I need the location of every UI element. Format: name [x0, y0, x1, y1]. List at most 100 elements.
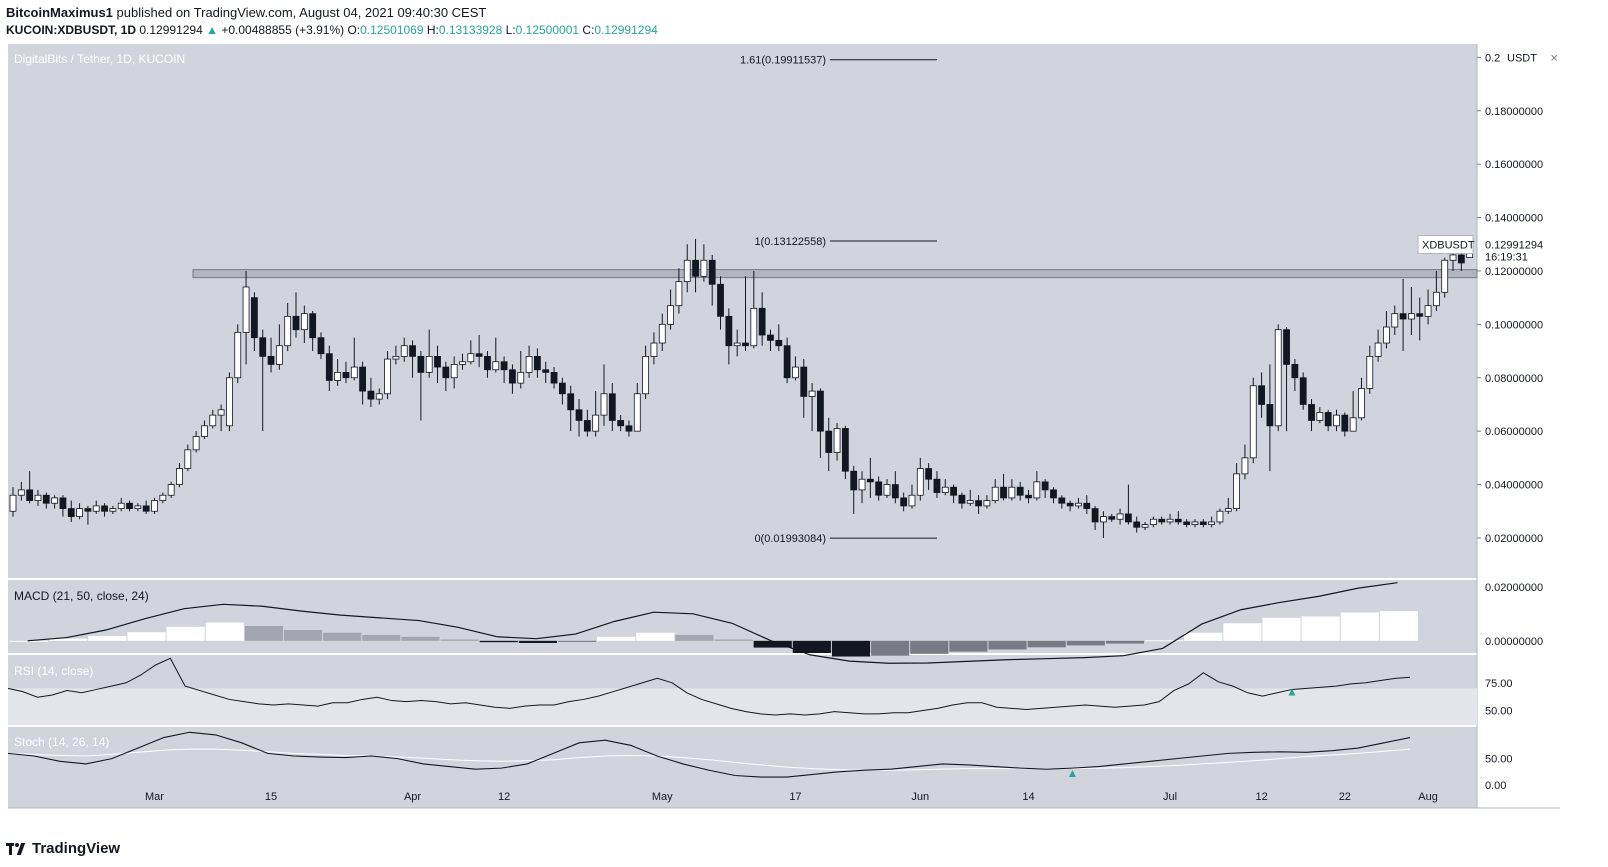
candle-down [708, 259, 716, 285]
candle-up [192, 436, 200, 451]
candle-down [1125, 513, 1132, 523]
candle-down [1291, 363, 1299, 379]
candle-down [825, 430, 833, 453]
candle-up [525, 355, 533, 373]
candle-down [367, 390, 375, 400]
candle-up [350, 366, 358, 379]
main-pane-bg [8, 44, 1477, 578]
macd-label: MACD (21, 50, close, 24) [14, 589, 149, 603]
candle-down [1083, 502, 1091, 509]
candle-down [342, 372, 350, 379]
candle-down [409, 345, 416, 357]
candle-up [1116, 513, 1124, 520]
macd-pane-bg [8, 580, 1477, 653]
candle-down [1025, 494, 1032, 499]
price-value: 0.12991294 [139, 23, 203, 37]
candle-down [617, 420, 625, 427]
macd-histogram-bar [1066, 640, 1105, 646]
x-tick-label: 14 [1022, 791, 1034, 803]
candle-up [750, 307, 758, 347]
macd-histogram-bar [10, 640, 49, 642]
candle-up [858, 478, 866, 491]
candle-up [34, 494, 42, 501]
chart-title: DigitalBits / Tether, 1D, KUCOIN [14, 52, 185, 66]
last-price-symbol: XDBUSDT [1422, 239, 1475, 251]
candle-up [242, 286, 250, 333]
x-tick-label: 17 [789, 791, 801, 803]
candle-up [1449, 254, 1457, 261]
candle-down [142, 505, 150, 512]
candle-up [184, 449, 192, 469]
macd-histogram-bar [1262, 617, 1301, 641]
author-name[interactable]: BitcoinMaximus1 [6, 5, 113, 20]
candle-up [467, 353, 475, 363]
candle-down [891, 484, 899, 499]
time-axis-bg [8, 785, 1477, 808]
candle-down [1266, 404, 1274, 427]
x-tick-label: Jun [911, 791, 929, 803]
rsi-y-tick-label: 50.00 [1485, 706, 1513, 718]
candle-down [1199, 521, 1207, 525]
candle-up [1432, 291, 1440, 307]
candle-up [966, 500, 974, 504]
candle-up [983, 500, 991, 507]
macd-histogram-bar [244, 625, 283, 641]
y-tick-label: 0.08000000 [1485, 373, 1543, 385]
open-value: 0.12501069 [360, 23, 424, 37]
stoch-d-line [7, 748, 1411, 771]
candle-down [434, 355, 441, 368]
candle-up [1100, 516, 1107, 523]
candle-down [42, 494, 50, 504]
candle-down [875, 481, 883, 496]
candle-down [325, 353, 333, 381]
last-price-countdown: 16:19:31 [1485, 251, 1528, 263]
macd-histogram-bar [988, 640, 1027, 650]
close-value: 0.12991294 [594, 23, 658, 37]
candle-up [1349, 417, 1357, 432]
candle-up [991, 486, 999, 501]
y-tick-label: 0.2 [1485, 52, 1500, 64]
y-tick-label: 0.02000000 [1485, 533, 1543, 545]
macd-histogram-bar [1145, 640, 1184, 642]
candle-down [575, 409, 583, 421]
fib-level-label-2: 0(0.01993084) [754, 533, 826, 545]
publish-info: BitcoinMaximus1 published on TradingView… [6, 5, 486, 20]
candle-down [850, 470, 858, 491]
stoch-y-tick-label: 0.00 [1485, 780, 1506, 792]
close-axis-icon: ✕ [1550, 53, 1558, 64]
candle-up [300, 313, 308, 331]
candle-down [550, 372, 558, 384]
macd-histogram-bar [1105, 640, 1145, 644]
macd-histogram-bar [753, 640, 792, 648]
candle-up [733, 342, 741, 347]
fib-level-label-0: 1.61(0.19911537) [740, 55, 826, 67]
macd-histogram-bar [440, 639, 479, 641]
macd-histogram-bar [1379, 611, 1418, 641]
candle-down [1066, 502, 1074, 507]
x-tick-label: Mar [145, 791, 164, 803]
candle-down [1183, 521, 1191, 525]
candle-down [1000, 486, 1007, 499]
last-price-bg [1480, 235, 1560, 262]
macd-histogram-bar [1340, 612, 1379, 641]
macd-line [27, 582, 1398, 664]
candle-down [742, 342, 749, 347]
candle-down [84, 508, 92, 512]
rsi-band [8, 688, 1477, 725]
candle-up [1191, 521, 1199, 525]
candle-down [841, 428, 849, 472]
macd-histogram-bar [362, 634, 401, 641]
candle-up [1141, 524, 1149, 528]
candle-up [284, 315, 292, 347]
candle-up [916, 468, 924, 496]
candle-up [1249, 385, 1257, 459]
candle-up [517, 372, 525, 384]
candle-down [558, 382, 566, 395]
candle-down [67, 508, 75, 517]
candle-down [925, 468, 933, 480]
candle-up [17, 489, 25, 496]
last-price-symbol-bg [1417, 234, 1474, 254]
candle-down [534, 355, 541, 371]
candle-up [234, 331, 242, 379]
